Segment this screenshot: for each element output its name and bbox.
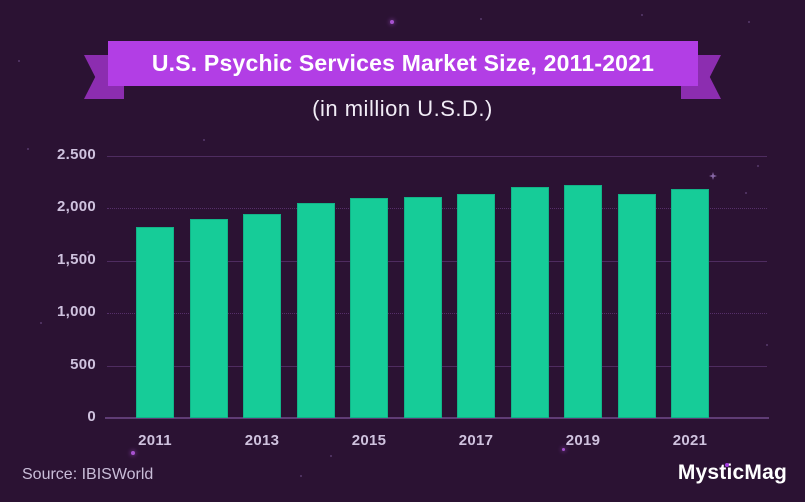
mysticmag-logo-text: MysticMag xyxy=(677,461,787,484)
star-dot xyxy=(641,14,643,16)
star-dot xyxy=(203,139,205,141)
gridline-2500 xyxy=(107,156,767,157)
x-tick-label-2021: 2021 xyxy=(672,432,708,449)
star-dot xyxy=(757,165,759,167)
chart-title: U.S. Psychic Services Market Size, 2011-… xyxy=(151,50,655,76)
bar-2016 xyxy=(403,196,442,418)
x-tick-label-2015: 2015 xyxy=(351,432,387,449)
bar-2021 xyxy=(671,188,709,418)
x-tick-label-2017: 2017 xyxy=(458,432,494,449)
x-axis-line xyxy=(105,417,769,419)
bar-2012 xyxy=(189,218,228,418)
star-dot xyxy=(562,448,565,451)
mysticmag-logo: MysticMag xyxy=(678,461,787,485)
star-dot xyxy=(300,475,302,477)
bar-2011 xyxy=(136,227,174,418)
star-dot xyxy=(40,322,42,324)
y-tick-label-0: 0 xyxy=(87,408,96,425)
star-dot xyxy=(18,60,20,62)
y-tick-label-2000: 2,000 xyxy=(56,198,96,216)
bar-2019 xyxy=(564,185,602,418)
x-tick-label-2019: 2019 xyxy=(565,432,601,449)
star-dot xyxy=(27,148,29,150)
logo-i-dot xyxy=(724,463,729,467)
bar-2013 xyxy=(243,213,281,418)
star-dot xyxy=(131,451,135,455)
bar-2017 xyxy=(457,193,495,418)
bar-2015 xyxy=(350,197,388,418)
star-dot xyxy=(330,455,332,457)
y-tick-label-1500: 1,500 xyxy=(56,250,96,268)
x-tick-label-2013: 2013 xyxy=(244,432,280,449)
star-dot xyxy=(748,21,750,23)
star-dot xyxy=(390,20,394,24)
star-dot xyxy=(766,344,768,346)
star-dot xyxy=(480,18,482,20)
y-tick-label-1000: 1,000 xyxy=(56,303,96,321)
star-dot xyxy=(771,472,773,474)
star-dot xyxy=(87,251,89,253)
source-attribution: Source: IBISWorld xyxy=(22,466,154,483)
y-tick-label-2500: 2.500 xyxy=(56,146,96,163)
bar-2018 xyxy=(510,187,549,418)
star-dot xyxy=(54,470,56,472)
title-banner: U.S. Psychic Services Market Size, 2011-… xyxy=(108,41,698,86)
bar-2020 xyxy=(617,193,656,418)
four-point-star-icon xyxy=(709,172,717,180)
chart-subtitle: (in million U.S.D.) xyxy=(312,96,493,121)
x-tick-label-2011: 2011 xyxy=(138,432,172,449)
y-tick-label-500: 500 xyxy=(70,355,96,373)
star-dot xyxy=(745,192,747,194)
bar-2014 xyxy=(296,203,335,418)
y-axis-labels: 2.500 2,000 1,500 1,000 500 0 xyxy=(0,146,96,425)
chart-plot: 2011 2013 2015 2017 2019 2021 xyxy=(105,156,769,449)
